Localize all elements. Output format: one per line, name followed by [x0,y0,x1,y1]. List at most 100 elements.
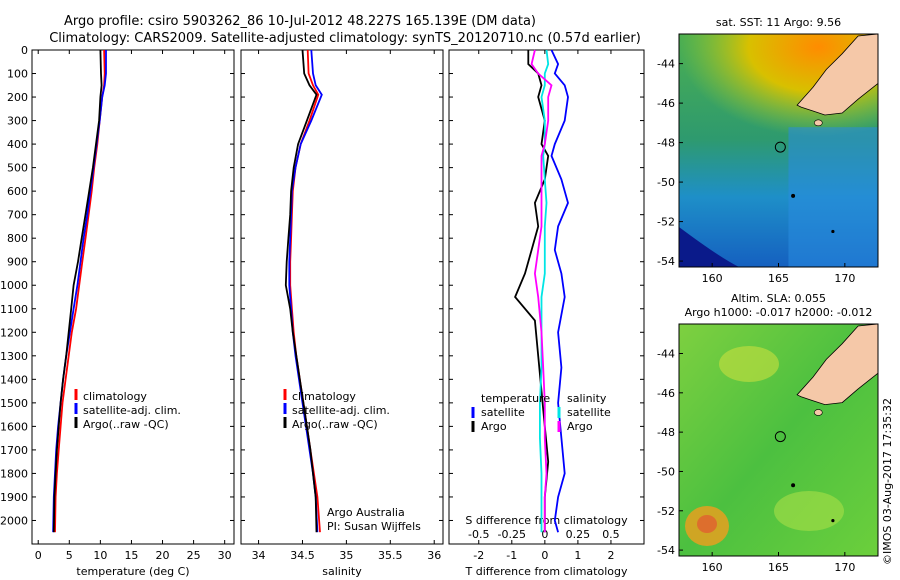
y-tick-label: -48 [657,426,675,439]
y-tick-label: -44 [657,347,675,360]
x-axis-label-top: S difference from climatology [465,514,628,527]
y-tick-label: 1000 [0,279,28,292]
x-tick-label: 10 [93,549,107,562]
y-tick-label: -54 [657,544,675,557]
legend-label: Argo [567,420,593,433]
x-tick-label: 15 [124,549,138,562]
island [813,119,823,127]
y-tick-label: 200 [7,91,28,104]
sst-map-panel: 160 165 170 -44 -46 -48 -50 -52 -54 sat. SST: 11 … [657,16,879,285]
map-title: Altim. SLA: 0.055 [731,292,826,305]
sst-cool-region [788,127,878,267]
sla-anomaly-patch [719,346,779,382]
x-top-tick-label: 0.25 [566,528,591,541]
series-line-s-argo [530,49,553,533]
sla-high-anomaly-core [697,515,717,533]
y-tick-label: 900 [7,256,28,269]
x-tick-label: 165 [768,561,789,574]
y-tick-label: 1800 [0,467,28,480]
island [813,409,823,416]
x-tick-label: 35.5 [378,549,403,562]
y-tick-label: -44 [657,58,675,71]
y-tick-label: 2000 [0,514,28,527]
series-line-s-satellite [539,49,550,533]
legend-label: climatology [83,390,147,403]
y-tick-label: 700 [7,209,28,222]
salinity-panel: 34 34.5 35 35.5 36 salinity climatologysatelli… [240,49,444,578]
legend-label: Argo(..raw -QC) [292,418,378,431]
y-tick-label: 500 [7,162,28,175]
y-tick-label: 1300 [0,350,28,363]
x-tick-label: 0 [541,549,548,562]
x-top-tick-label: 0.5 [602,528,620,541]
x-tick-label: 170 [834,272,855,285]
legend-label: satellite [567,406,611,419]
y-tick-label: -52 [657,505,675,518]
legend-group-title: temperature [481,392,550,405]
x-axis-label: salinity [322,565,362,578]
series-line-2 [284,49,318,533]
y-tick-label: -46 [657,97,675,110]
x-tick-label: 34.5 [290,549,315,562]
plot-frame [240,49,444,545]
x-tick-label: 20 [156,549,170,562]
x-top-tick-label: -0.5 [468,528,489,541]
y-tick-label: 1700 [0,444,28,457]
x-tick-label: 160 [702,561,723,574]
island [831,229,835,234]
x-tick-label: 160 [702,272,723,285]
x-tick-label: 35 [339,549,353,562]
legend-label: satellite-adj. clim. [83,404,181,417]
annotation-text: Argo Australia [327,506,405,519]
series-line-t-satellite [550,49,569,533]
y-tick-label: 600 [7,185,28,198]
y-tick-label: 1500 [0,397,28,410]
y-tick-label: 100 [7,68,28,81]
plot-frame [31,49,235,545]
island [791,483,796,488]
x-tick-label: -2 [473,549,484,562]
y-tick-label: 1200 [0,326,28,339]
y-tick-label: -54 [657,255,675,268]
legend-group-title: salinity [567,392,607,405]
sla-map-panel: 160 165 170 -44 -46 -48 -50 -52 -54 Altim. SLA: 0… [657,292,879,574]
series-line-t-argo [514,50,550,533]
y-tick-label: 1400 [0,373,28,386]
y-tick-label: 400 [7,138,28,151]
y-tick-label: 1900 [0,491,28,504]
y-tick-label: -52 [657,216,675,229]
x-tick-label: 30 [218,549,232,562]
x-top-tick-label: 0 [541,528,548,541]
header-line-1: Argo profile: csiro 5903262_86 10-Jul-20… [64,14,536,29]
difference-panel: -2 -1 0 1 2 T difference from climatology S di… [448,49,645,578]
y-tick-label: 800 [7,232,28,245]
map-subtitle: Argo h1000: -0.017 h2000: -0.012 [685,306,873,319]
y-tick-label: 300 [7,115,28,128]
header-line-2: Climatology: CARS2009. Satellite-adjuste… [49,31,641,46]
sst-cold-corner [679,227,739,267]
x-axis-label: temperature (deg C) [76,565,189,578]
x-tick-label: -1 [506,549,517,562]
x-axis-label: T difference from climatology [465,565,628,578]
profile-location-marker [774,431,786,443]
y-tick-label: -48 [657,137,675,150]
legend-label: satellite [481,406,525,419]
x-tick-label: 2 [607,549,614,562]
x-tick-label: 0 [35,549,42,562]
map-title: sat. SST: 11 Argo: 9.56 [716,16,841,29]
x-tick-label: 36 [427,549,441,562]
profile-location-marker [774,141,786,153]
y-tick-label: 1600 [0,420,28,433]
y-tick-label: 1100 [0,303,28,316]
legend-label: Argo [481,420,507,433]
x-tick-label: 165 [768,272,789,285]
x-tick-label: 25 [187,549,201,562]
island [831,519,835,523]
series-line-2 [52,49,103,533]
annotation-text: PI: Susan Wijffels [327,520,421,533]
x-tick-label: 5 [66,549,73,562]
legend-label: Argo(..raw -QC) [83,418,169,431]
y-tick-label: -46 [657,387,675,400]
temperature-panel: 0 100 200 300 400 500 600 700 800 900 1000 1100 1200… [0,44,235,578]
